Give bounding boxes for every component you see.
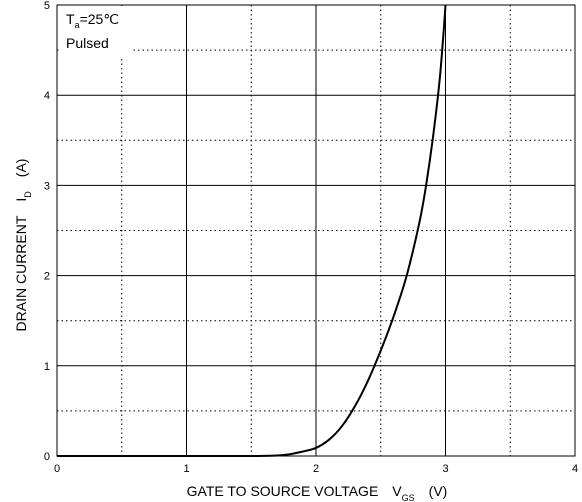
annotation-temp: Ta=25℃ [66,11,119,30]
y-tick-label: 2 [44,271,50,283]
grid-minor [57,5,575,456]
y-tick-label: 4 [44,90,50,102]
x-tick-label: 1 [183,463,189,475]
x-tick-label: 4 [572,463,578,475]
y-tick-label: 5 [44,0,50,12]
series-line [57,4,447,458]
x-tick-label: 3 [442,463,448,475]
plot-frame [56,4,576,457]
x-axis-label: GATE TO SOURCE VOLTAGE VGS (V) [187,483,448,502]
y-axis-label: DRAIN CURRENTID(A) [13,159,33,332]
annotation-pulsed: Pulsed [66,35,109,51]
y-tick-label: 1 [44,361,50,373]
annotation: Ta=25℃ Pulsed [60,6,132,56]
x-tick-label: 2 [313,463,319,475]
y-tick-labels: 0 1 2 3 4 5 [44,0,50,463]
x-tick-label: 0 [54,463,60,475]
x-tick-labels: 0 1 2 3 4 [54,463,578,475]
y-tick-label: 0 [44,451,50,463]
y-tick-label: 3 [44,180,50,192]
annotation-bg [60,6,132,56]
